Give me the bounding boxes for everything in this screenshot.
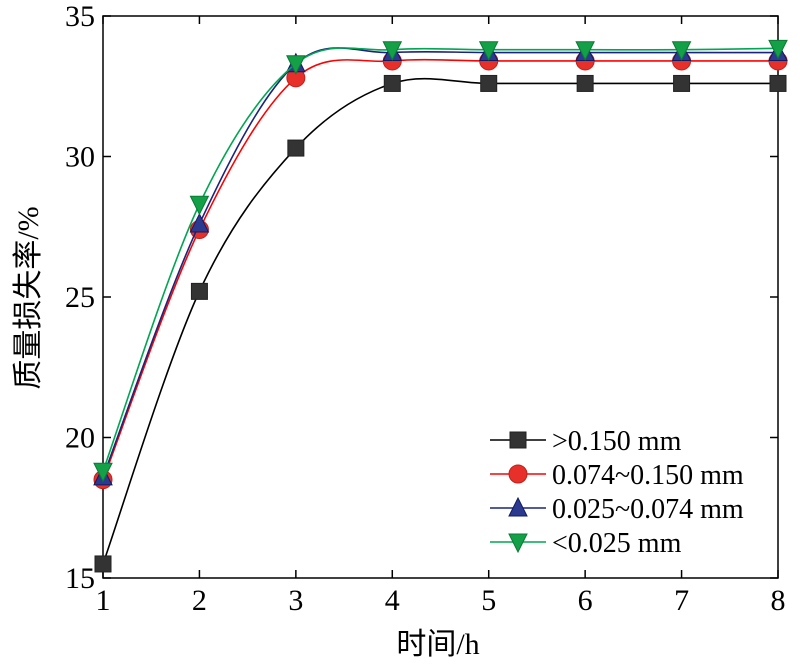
data-point [575, 41, 595, 61]
data-point [286, 55, 306, 75]
data-point [189, 212, 210, 233]
data-point [478, 41, 499, 61]
legend: >0.150 mm0.074~0.150 mm0.025~0.074 mm<0.… [490, 426, 744, 559]
legend-marker [508, 533, 528, 554]
data-point [287, 139, 305, 157]
data-point [94, 555, 112, 573]
data-point [190, 282, 208, 300]
y-tick-label: 15 [65, 562, 95, 595]
data-point [673, 74, 691, 92]
legend-marker [509, 431, 527, 449]
x-tick-label: 7 [674, 584, 689, 617]
legend-label: >0.150 mm [552, 426, 682, 457]
data-point [189, 195, 210, 216]
x-tick-label: 1 [96, 584, 111, 617]
series-2 [93, 51, 788, 490]
y-axis: 15 20 25 30 35 [65, 0, 778, 595]
series-line [102, 47, 779, 478]
data-point [383, 74, 401, 92]
legend-label: 0.074~0.150 mm [552, 460, 744, 491]
series-line [102, 77, 778, 565]
y-tick-label: 35 [65, 0, 95, 33]
data-point [480, 74, 498, 92]
y-tick-label: 20 [65, 422, 95, 455]
series-3 [93, 41, 788, 486]
series-1 [94, 74, 787, 573]
series-line [102, 47, 779, 472]
data-point [93, 462, 113, 483]
legend-label: 0.025~0.074 mm [552, 494, 744, 525]
x-axis: 1 2 3 4 5 6 7 8 [96, 16, 786, 617]
legend-label: <0.025 mm [552, 528, 682, 559]
x-tick-label: 3 [288, 584, 303, 617]
x-tick-label: 6 [578, 584, 593, 617]
data-point [382, 41, 403, 61]
y-axis-title: 质量损失率/% [12, 206, 45, 389]
legend-marker [508, 464, 528, 484]
data-point [769, 74, 787, 92]
series-layer [93, 39, 788, 573]
x-tick-label: 4 [385, 584, 400, 617]
data-point [768, 39, 788, 60]
series-4 [93, 39, 788, 483]
x-tick-label: 5 [481, 584, 496, 617]
x-axis-title: 时间/h [396, 628, 479, 661]
data-point [576, 74, 594, 92]
legend-marker [508, 496, 528, 517]
series-line [102, 58, 778, 480]
x-tick-label: 2 [192, 584, 207, 617]
x-tick-label: 8 [771, 584, 786, 617]
y-tick-label: 30 [65, 141, 95, 174]
data-point [671, 41, 692, 61]
y-tick-label: 25 [65, 281, 95, 314]
